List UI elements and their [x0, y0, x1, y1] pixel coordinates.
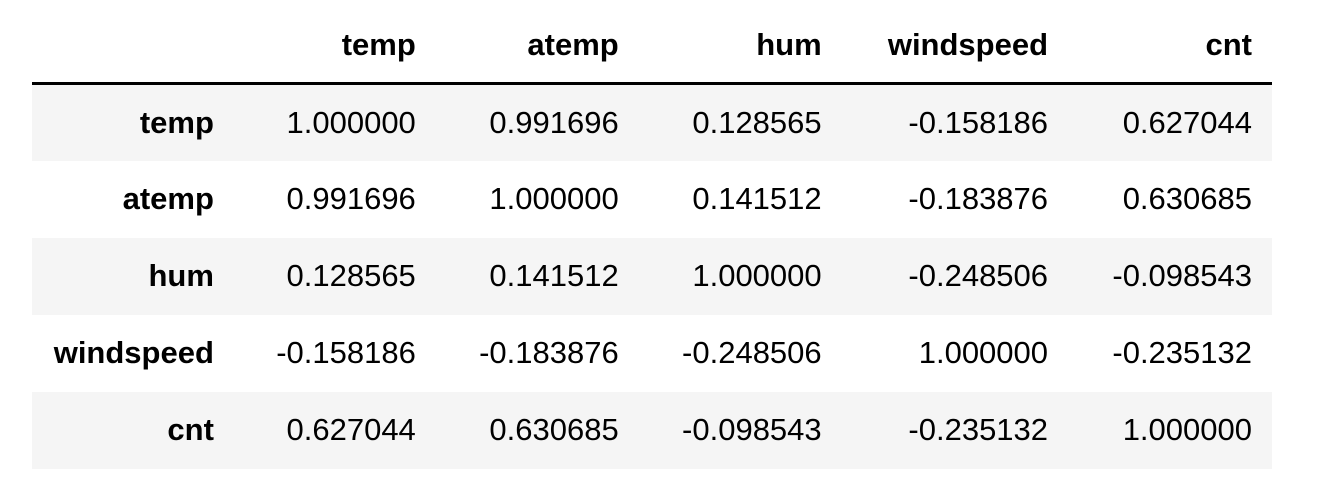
column-header-atemp: atemp — [435, 8, 639, 85]
column-header-temp: temp — [233, 8, 436, 85]
table-cell: 0.630685 — [1122, 181, 1252, 216]
table-row: windspeed -0.158186 -0.183876 -0.248506 … — [32, 315, 1272, 392]
table-row: hum 0.128565 0.141512 1.000000 -0.248506… — [32, 237, 1272, 315]
correlation-table: temp atemp hum windspeed cnt temp 1.0000… — [32, 8, 1272, 469]
table-cell: 0.991696 — [489, 104, 619, 140]
table-cell: -0.235132 — [1112, 335, 1252, 370]
table-cell: 0.630685 — [489, 412, 619, 447]
table-cell: 1.000000 — [286, 104, 416, 140]
table-cell: -0.158186 — [276, 335, 416, 370]
table-cell: -0.248506 — [682, 335, 822, 370]
table-cell: 1.000000 — [692, 258, 822, 293]
table-row: temp 1.000000 0.991696 0.128565 -0.15818… — [32, 83, 1272, 161]
table-cell: 1.000000 — [918, 335, 1049, 370]
column-header-cnt: cnt — [1068, 8, 1272, 85]
table-cell: -0.248506 — [908, 258, 1049, 293]
row-label: temp — [139, 104, 214, 140]
row-label: cnt — [167, 412, 214, 447]
table-cell: 1.000000 — [1122, 412, 1252, 447]
table-cell: 0.128565 — [692, 104, 822, 140]
table-cell: 0.141512 — [489, 258, 619, 293]
table-cell: 0.141512 — [692, 181, 822, 216]
table-cell: -0.235132 — [908, 412, 1049, 447]
table-row: atemp 0.991696 1.000000 0.141512 -0.1838… — [32, 161, 1272, 238]
table-cell: -0.183876 — [479, 335, 619, 370]
row-label: atemp — [122, 181, 214, 216]
row-label: hum — [148, 258, 214, 293]
table-cell: -0.098543 — [682, 412, 822, 447]
table-cell: 0.627044 — [286, 412, 416, 447]
row-label: windspeed — [53, 335, 214, 370]
column-header-windspeed: windspeed — [841, 8, 1069, 85]
table-cell: -0.158186 — [908, 104, 1049, 140]
table-row: cnt 0.627044 0.630685 -0.098543 -0.23513… — [32, 391, 1272, 469]
table-cell: 0.128565 — [286, 258, 416, 293]
header-row: temp atemp hum windspeed cnt — [32, 8, 1272, 85]
table-cell: 0.991696 — [286, 181, 416, 216]
column-header-hum: hum — [638, 8, 842, 85]
table-cell: 0.627044 — [1122, 104, 1252, 140]
index-header — [32, 8, 234, 85]
table-cell: -0.098543 — [1112, 258, 1252, 293]
table-cell: 1.000000 — [489, 181, 619, 216]
table-cell: -0.183876 — [908, 181, 1049, 216]
